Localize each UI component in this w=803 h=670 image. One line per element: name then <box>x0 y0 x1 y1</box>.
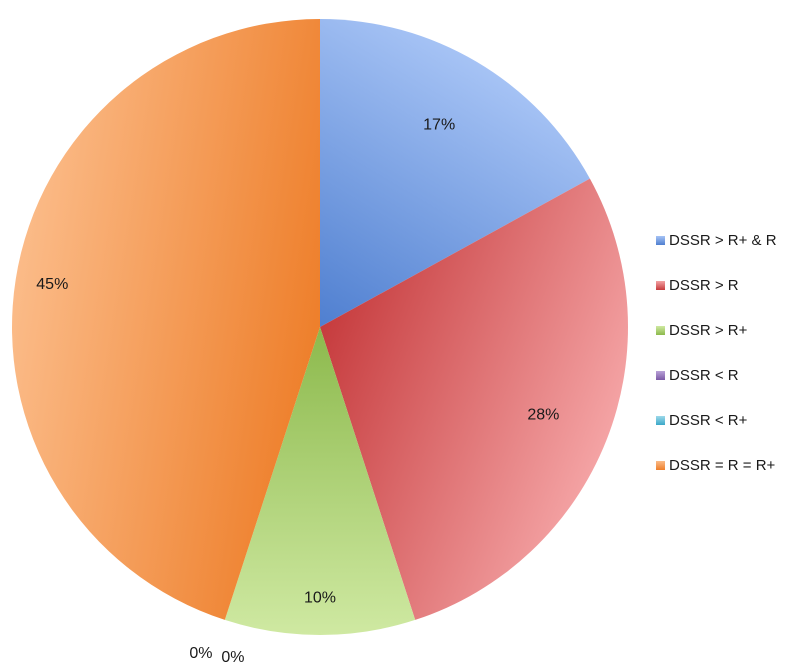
legend-swatch <box>656 371 665 380</box>
legend-label: DSSR < R <box>669 367 739 384</box>
legend-label: DSSR > R+ & R <box>669 232 777 249</box>
legend-swatch <box>656 326 665 335</box>
legend-item: DSSR > R+ & R <box>656 218 777 263</box>
legend-swatch <box>656 461 665 470</box>
legend-swatch <box>656 416 665 425</box>
legend-swatch <box>656 281 665 290</box>
data-label: 45% <box>36 276 68 293</box>
legend-swatch <box>656 236 665 245</box>
legend-item: DSSR < R <box>656 353 777 398</box>
legend-label: DSSR = R = R+ <box>669 457 776 474</box>
legend-item: DSSR < R+ <box>656 398 777 443</box>
data-label: 17% <box>423 117 455 134</box>
legend-item: DSSR = R = R+ <box>656 443 777 488</box>
pie-slice <box>320 19 590 327</box>
pie-slice <box>320 178 628 620</box>
pie-slice <box>11 19 320 620</box>
legend-label: DSSR > R <box>669 277 739 294</box>
legend-label: DSSR > R+ <box>669 322 748 339</box>
pie-data-labels: 17% 28% 10% 0% 0% 45% <box>36 117 559 666</box>
legend-label: DSSR < R+ <box>669 412 748 429</box>
data-label: 0% <box>189 645 212 662</box>
pie-slices <box>11 19 628 635</box>
pie-slice <box>224 327 416 635</box>
data-label: 0% <box>221 649 244 666</box>
legend-item: DSSR > R <box>656 263 777 308</box>
legend-item: DSSR > R+ <box>656 308 777 353</box>
data-label: 10% <box>304 589 336 606</box>
legend: DSSR > R+ & R DSSR > R DSSR > R+ DSSR < … <box>656 218 777 488</box>
data-label: 28% <box>527 407 559 424</box>
